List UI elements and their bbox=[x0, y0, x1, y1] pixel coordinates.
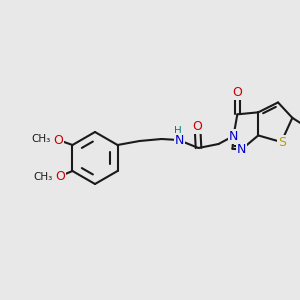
Text: N: N bbox=[229, 130, 238, 142]
Text: N: N bbox=[237, 143, 246, 156]
Text: O: O bbox=[232, 86, 242, 99]
Text: S: S bbox=[278, 136, 286, 148]
Text: N: N bbox=[175, 134, 184, 146]
Text: CH₃: CH₃ bbox=[32, 134, 51, 144]
Text: O: O bbox=[193, 119, 202, 133]
Text: CH₃: CH₃ bbox=[34, 172, 53, 182]
Text: O: O bbox=[56, 169, 65, 182]
Text: H: H bbox=[174, 126, 182, 136]
Text: O: O bbox=[53, 134, 63, 146]
